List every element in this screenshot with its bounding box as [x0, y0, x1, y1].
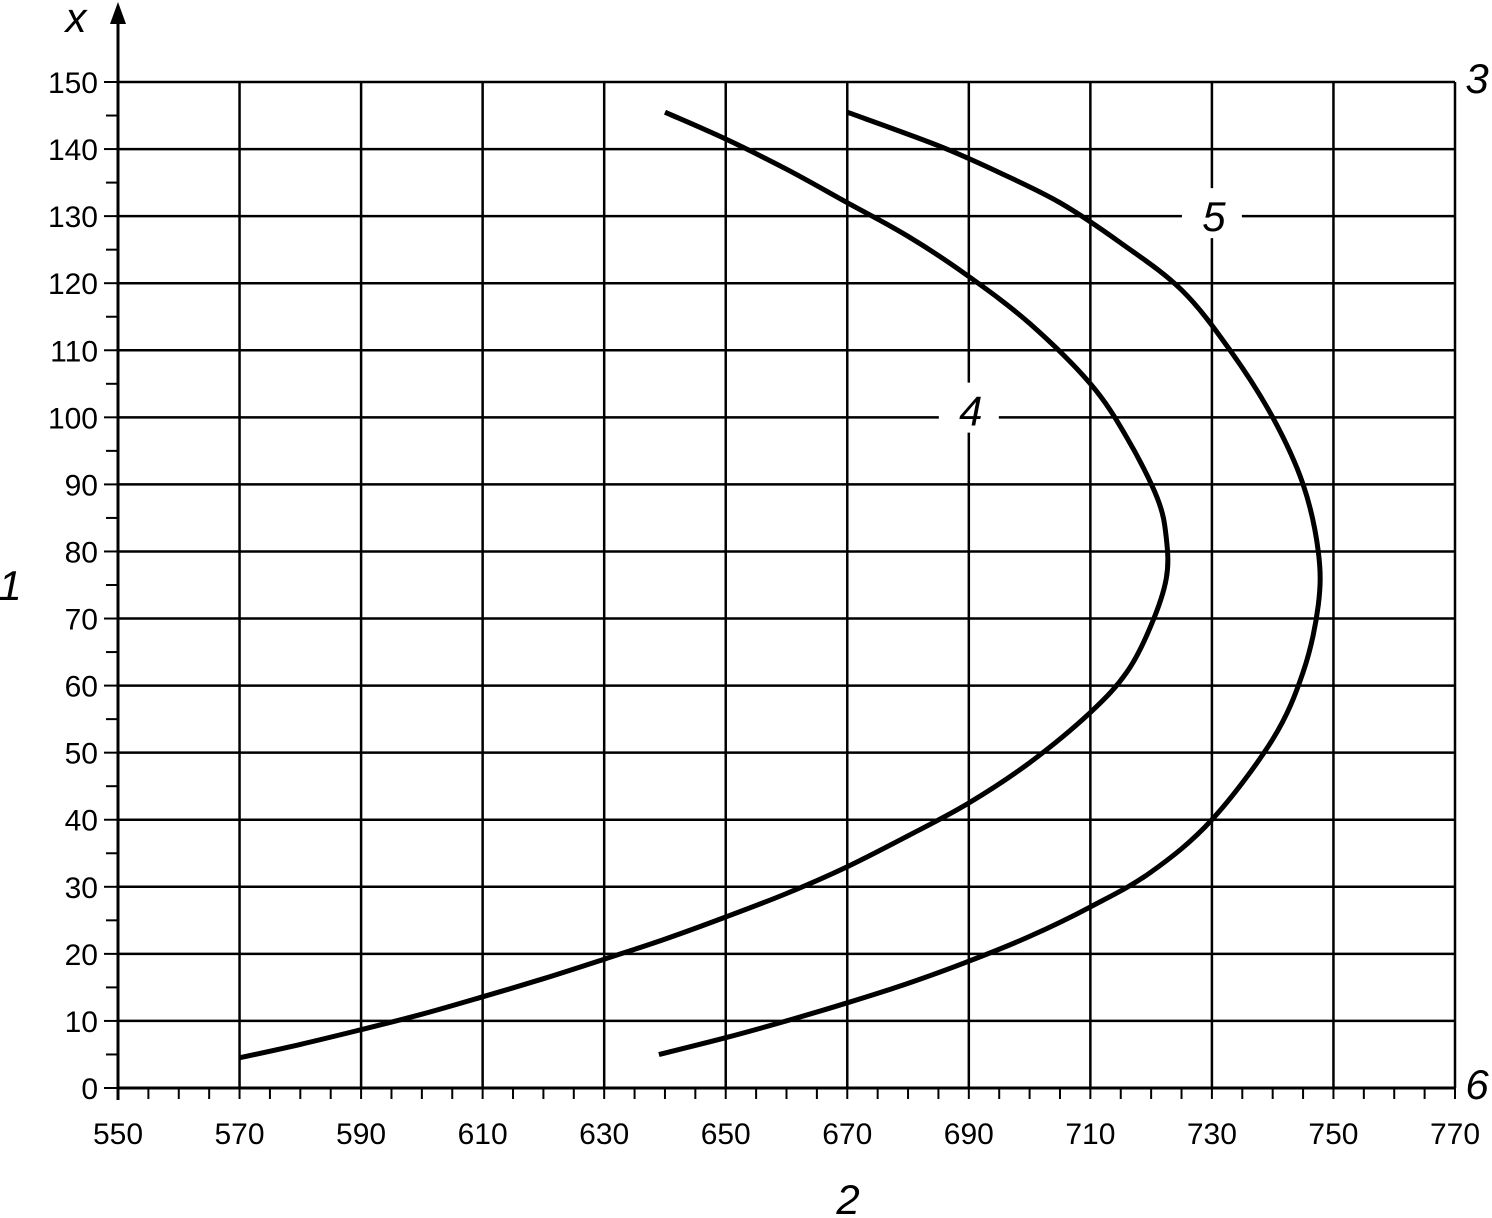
x-tick-label-730: 730	[1187, 1118, 1237, 1151]
x-tick-label-570: 570	[215, 1118, 265, 1151]
y-tick-label-140: 140	[48, 134, 98, 167]
x-tick-label-690: 690	[944, 1118, 994, 1151]
tick-labels: 0 10 20 30 40 50 60 70 80 90 100 110 120 130 140 150 550…	[48, 67, 1480, 1151]
x-tick-label-670: 670	[822, 1118, 872, 1151]
y-tick-label-110: 110	[50, 335, 98, 368]
grid	[118, 80, 1457, 1088]
y-tick-label-130: 130	[48, 201, 98, 234]
y-tick-label-20: 20	[65, 939, 98, 972]
y-tick-label-10: 10	[65, 1006, 98, 1039]
curves	[238, 109, 1323, 1061]
corner-label-bottom-right: 6	[1465, 1061, 1489, 1108]
corner-label-top-right: 3	[1465, 55, 1488, 102]
y-tick-label-70: 70	[65, 604, 98, 637]
y-axis-arrow-icon	[110, 2, 126, 24]
y-tick-label-40: 40	[65, 805, 98, 838]
curve-5	[658, 109, 1323, 1057]
curve-label-bg-4	[938, 382, 999, 433]
y-tick-label-60: 60	[65, 671, 98, 704]
x-tick-label-610: 610	[458, 1118, 508, 1151]
y-tick-label-30: 30	[65, 872, 98, 905]
y-tick-label-120: 120	[48, 268, 98, 301]
y-tick-label-90: 90	[65, 469, 98, 502]
x-tick-label-770: 770	[1430, 1118, 1480, 1151]
y-tick-label-150: 150	[48, 67, 98, 100]
curve-4	[238, 109, 1171, 1061]
x-axis-label: 2	[835, 1176, 859, 1218]
y-tick-label-100: 100	[48, 402, 98, 435]
curve-label-5: 5	[1202, 193, 1226, 240]
x-tick-label-590: 590	[336, 1118, 386, 1151]
x-tick-label-630: 630	[579, 1118, 629, 1151]
curve-label-4: 4	[959, 388, 982, 435]
axes	[104, 2, 1456, 1100]
x-tick-label-550: 550	[93, 1118, 143, 1151]
y-axis-side-label: 1	[0, 562, 22, 609]
y-tick-label-80: 80	[65, 536, 98, 569]
y-axis-label: x	[64, 0, 89, 41]
y-tick-label-50: 50	[65, 738, 98, 771]
y-tick-label-0: 0	[81, 1073, 98, 1106]
x-tick-label-750: 750	[1308, 1118, 1358, 1151]
x-tick-label-710: 710	[1065, 1118, 1115, 1151]
curve-label-bg-5	[1181, 188, 1242, 239]
x-tick-label-650: 650	[701, 1118, 751, 1151]
